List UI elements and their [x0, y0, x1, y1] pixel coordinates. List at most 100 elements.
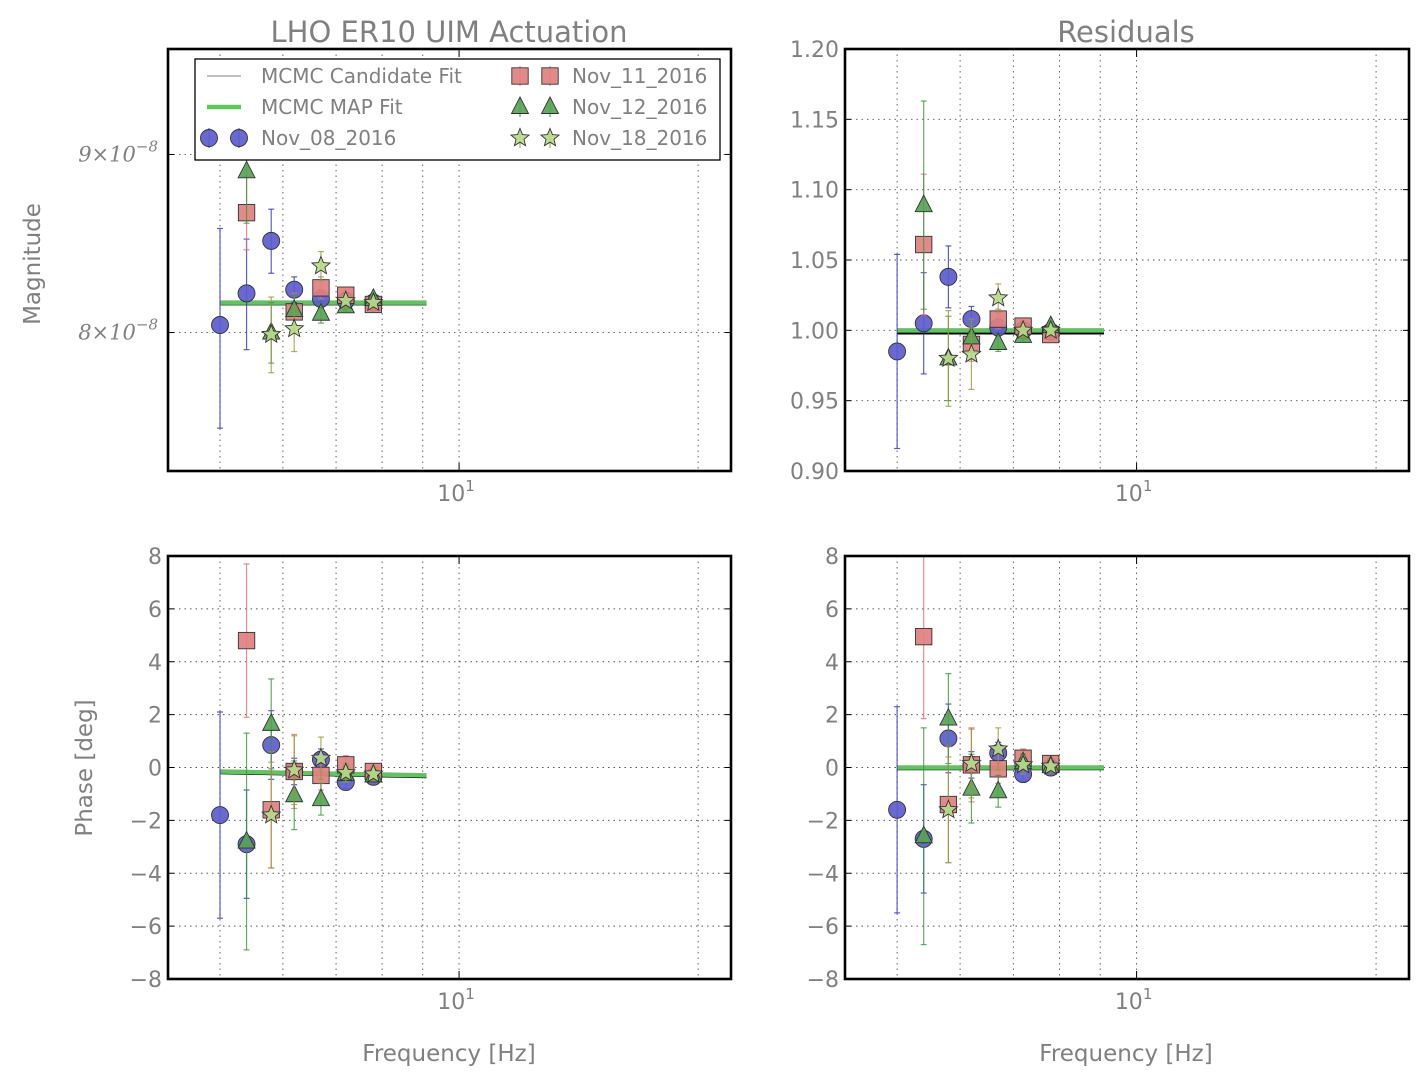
- point-triangle: [311, 788, 331, 807]
- plot-area: [211, 563, 427, 951]
- y-tick-label: −4: [807, 862, 839, 887]
- point-star: [310, 255, 332, 275]
- x-tick-label: 101: [1115, 985, 1153, 1015]
- mag-ylabel: Magnitude: [20, 203, 46, 325]
- point-square: [312, 279, 330, 297]
- y-tick-label: 2: [825, 704, 839, 729]
- series-Nov_12_2016: [914, 100, 1060, 402]
- series-Nov_11_2016: [915, 556, 1060, 864]
- right-title: Residuals: [1057, 15, 1195, 49]
- point-star: [1040, 755, 1061, 775]
- panel-pha: −8 −6 −4 −2 0 2 4 6 8 101: [130, 545, 733, 1015]
- legend-label: Nov_08_2016: [261, 126, 396, 150]
- point-star: [961, 343, 982, 363]
- y-tick-label: 0.90: [790, 460, 839, 485]
- series-Nov_11_2016: [237, 175, 383, 332]
- legend-triangle-marker: [540, 96, 560, 114]
- point-star: [961, 752, 982, 773]
- point-square: [989, 310, 1007, 328]
- point-star: [1040, 319, 1061, 339]
- y-tick-label: 0: [148, 757, 162, 782]
- y-tick-label: −6: [807, 915, 839, 940]
- y-tick-label: 9×10−8: [78, 137, 158, 166]
- y-tick-label: 1.15: [790, 108, 839, 133]
- series-Nov_08_2016: [888, 703, 1060, 914]
- y-tick-label: 6: [825, 598, 839, 623]
- panels: 8×10−8 9×10−8 101 0.90 0.95 1.00 1.05 1.10 1.15 1…: [78, 38, 1411, 1015]
- point-star: [988, 287, 1009, 307]
- left-xlabel: Frequency [Hz]: [362, 1041, 535, 1067]
- point-triangle: [261, 712, 281, 731]
- point-star: [938, 799, 959, 819]
- legend-label: MCMC MAP Fit: [261, 95, 403, 119]
- point-circle: [914, 314, 933, 333]
- y-tick-label: 8: [148, 545, 162, 570]
- series-Nov_12_2016: [237, 678, 383, 951]
- x-tick-label: 101: [437, 477, 475, 507]
- series-Nov_18_2016: [261, 735, 384, 869]
- point-triangle: [988, 332, 1008, 350]
- series-Nov_18_2016: [261, 250, 384, 374]
- point-circle: [211, 316, 229, 334]
- legend-square-marker: [541, 67, 559, 85]
- point-circle: [888, 342, 907, 361]
- panel-magres: 0.90 0.95 1.00 1.05 1.10 1.15 1.20 101: [790, 38, 1411, 507]
- y-tick-label: 0: [825, 757, 839, 782]
- point-circle: [237, 284, 256, 303]
- y-tick-label: 1.05: [790, 249, 839, 274]
- point-star: [363, 291, 384, 312]
- point-triangle: [237, 160, 256, 179]
- point-star: [335, 290, 356, 310]
- point-star: [988, 738, 1009, 758]
- legend-label: Nov_18_2016: [572, 126, 707, 150]
- point-star: [284, 759, 305, 779]
- point-triangle: [311, 302, 331, 321]
- point-star: [938, 347, 959, 368]
- axes-frame: [843, 47, 1411, 473]
- y-tick-label: 4: [825, 651, 839, 676]
- y-tick-label: −4: [130, 862, 162, 887]
- point-square: [915, 627, 933, 646]
- y-tick-label: −2: [130, 809, 162, 834]
- y-tick-label: −8: [807, 968, 839, 993]
- panel-phares: −8 −6 −4 −2 0 2 4 6 8 101: [807, 545, 1411, 1015]
- legend-label: Nov_11_2016: [572, 64, 707, 88]
- point-star: [261, 804, 282, 824]
- left-title: LHO ER10 UIM Actuation: [271, 15, 628, 49]
- legend: MCMC Candidate Fit MCMC MAP Fit Nov_08_201…: [194, 58, 721, 161]
- plot-area: [211, 120, 427, 429]
- point-star: [310, 747, 332, 767]
- legend-label: MCMC Candidate Fit: [261, 64, 462, 88]
- axes-frame: [166, 554, 733, 981]
- y-tick-label: 1.20: [790, 38, 839, 63]
- point-circle: [888, 800, 907, 819]
- point-triangle: [939, 707, 958, 726]
- series-Nov_11_2016: [237, 563, 383, 869]
- y-tick-label: 2: [148, 704, 162, 729]
- y-tick-label: 1.10: [790, 179, 839, 204]
- x-tick-label: 101: [437, 985, 475, 1015]
- plot-area: [888, 556, 1105, 946]
- point-triangle: [988, 780, 1008, 799]
- legend-triangle-marker: [510, 96, 530, 114]
- panel-mag: 8×10−8 9×10−8 101: [78, 47, 733, 507]
- point-star: [335, 762, 356, 782]
- series-Nov_18_2016: [938, 727, 1061, 864]
- axes-frame: [843, 554, 1411, 981]
- point-triangle: [237, 830, 256, 849]
- plot-area: [888, 100, 1105, 450]
- series-Nov_08_2016: [211, 710, 383, 919]
- y-tick-label: 0.95: [790, 390, 839, 415]
- legend-circle-marker: [230, 129, 248, 147]
- legend-box: [194, 58, 721, 161]
- legend-circle-marker: [200, 129, 218, 147]
- phase-ylabel: Phase [deg]: [72, 699, 98, 836]
- series-Nov_18_2016: [938, 283, 1061, 407]
- axes-frame: [166, 47, 733, 473]
- point-square: [237, 631, 256, 650]
- right-xlabel: Frequency [Hz]: [1039, 1041, 1212, 1067]
- point-star: [261, 323, 282, 344]
- y-tick-label: −6: [130, 915, 162, 940]
- y-tick-label: 1.00: [790, 319, 839, 344]
- point-star: [1012, 319, 1034, 339]
